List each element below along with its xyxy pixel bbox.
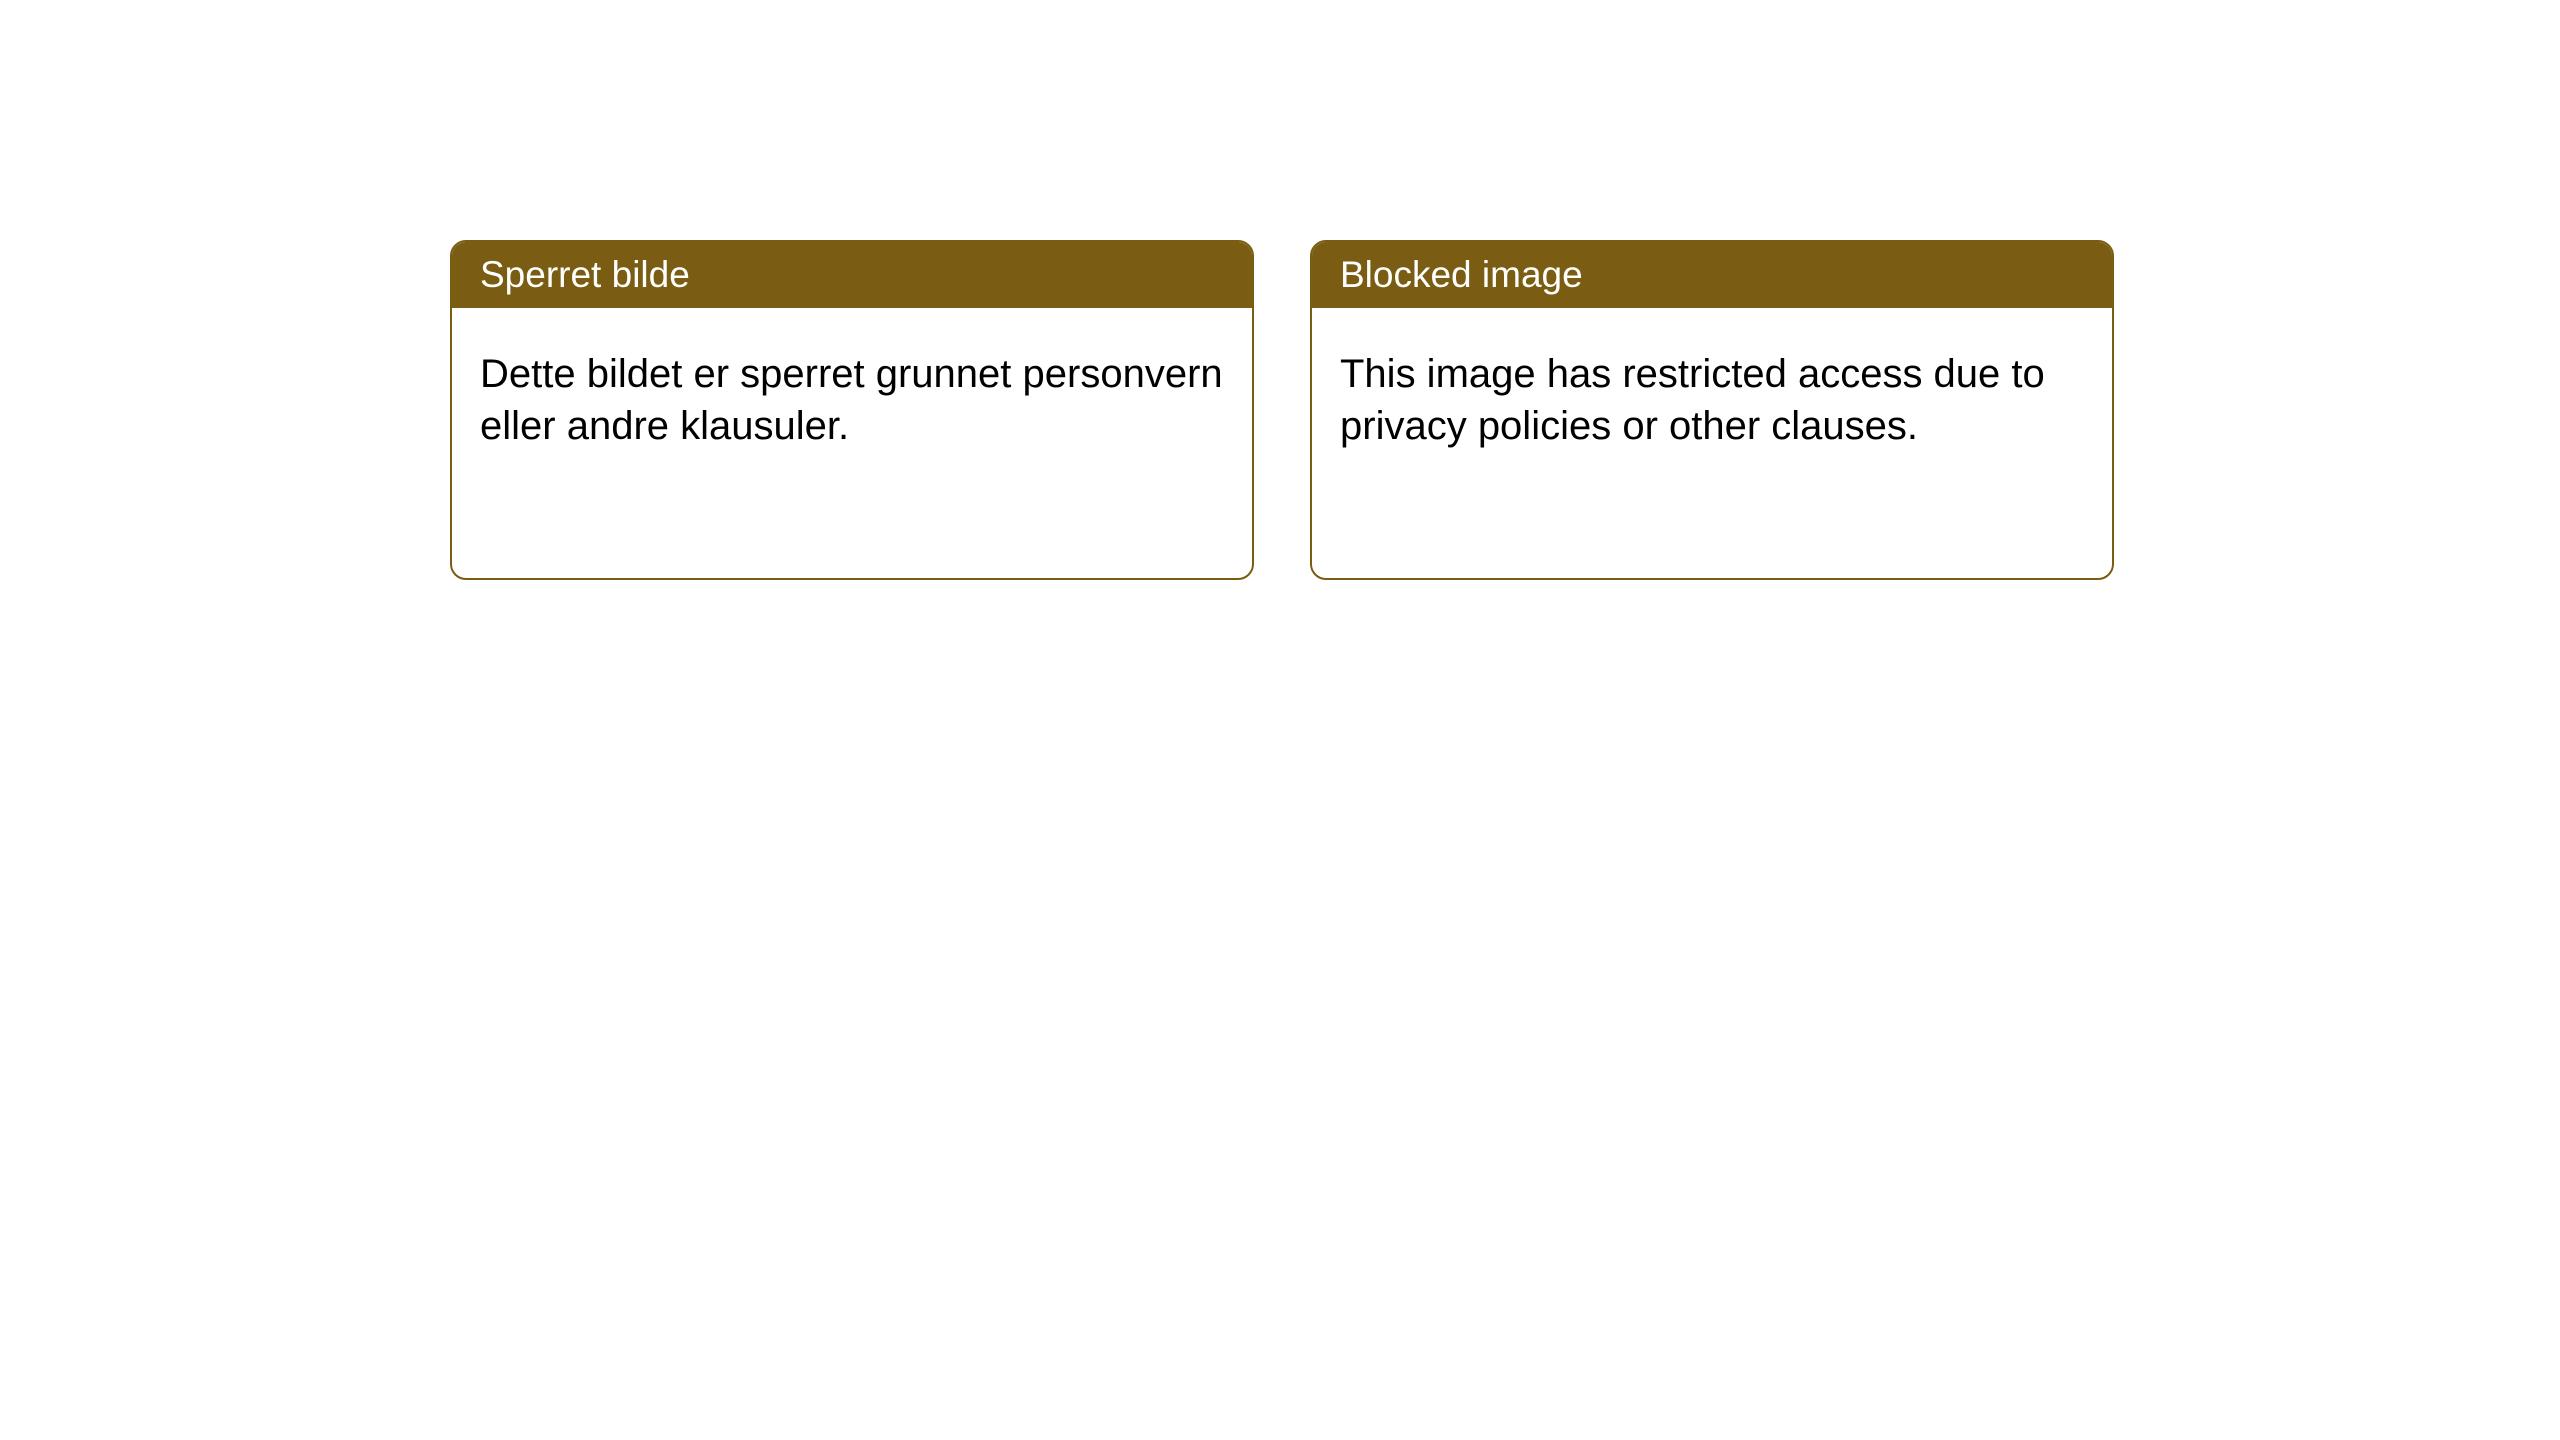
notice-body: Dette bildet er sperret grunnet personve… [452, 308, 1252, 578]
notice-container: Sperret bilde Dette bildet er sperret gr… [450, 240, 2114, 580]
notice-card-norwegian: Sperret bilde Dette bildet er sperret gr… [450, 240, 1254, 580]
notice-card-english: Blocked image This image has restricted … [1310, 240, 2114, 580]
notice-title: Blocked image [1312, 242, 2112, 308]
notice-body: This image has restricted access due to … [1312, 308, 2112, 578]
notice-title: Sperret bilde [452, 242, 1252, 308]
